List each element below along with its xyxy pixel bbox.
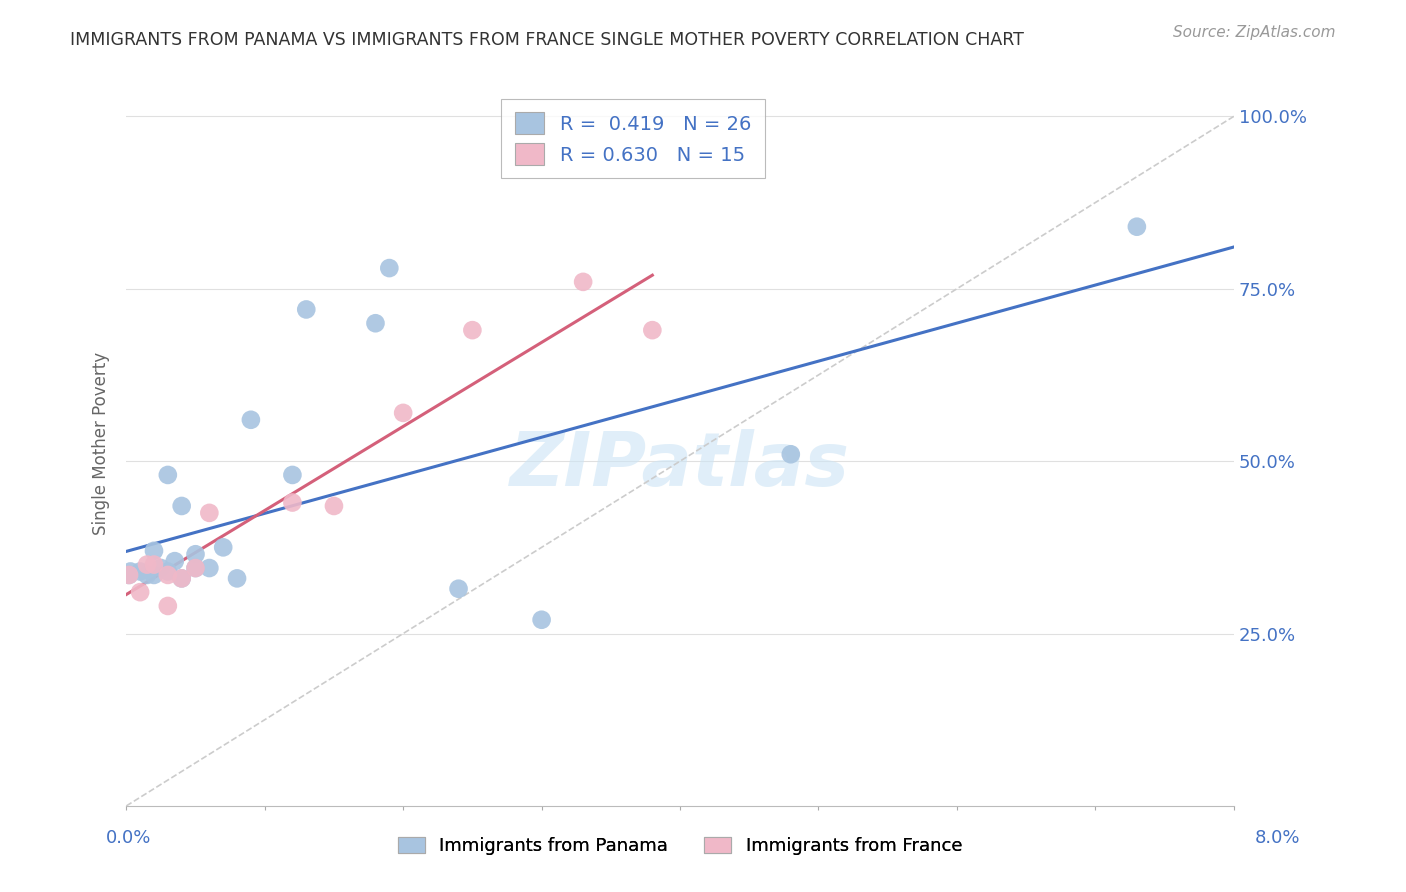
- Point: [136, 558, 159, 572]
- Point: [184, 561, 207, 575]
- Point: [170, 571, 193, 585]
- Point: [530, 613, 553, 627]
- Point: [641, 323, 664, 337]
- Point: [156, 565, 179, 579]
- Point: [184, 561, 207, 575]
- Point: [129, 565, 152, 579]
- Point: [378, 261, 401, 276]
- Point: [239, 413, 262, 427]
- Point: [779, 447, 801, 461]
- Point: [323, 499, 346, 513]
- Point: [212, 541, 235, 555]
- Text: IMMIGRANTS FROM PANAMA VS IMMIGRANTS FROM FRANCE SINGLE MOTHER POVERTY CORRELATI: IMMIGRANTS FROM PANAMA VS IMMIGRANTS FRO…: [70, 31, 1024, 49]
- Y-axis label: Single Mother Poverty: Single Mother Poverty: [93, 352, 110, 535]
- Point: [392, 406, 415, 420]
- Point: [156, 599, 179, 613]
- Point: [136, 568, 159, 582]
- Point: [184, 547, 207, 561]
- Point: [170, 499, 193, 513]
- Point: [156, 568, 179, 582]
- Point: [364, 316, 387, 330]
- Point: [1126, 219, 1149, 234]
- Point: [143, 558, 166, 572]
- Point: [461, 323, 484, 337]
- Point: [295, 302, 318, 317]
- Text: 0.0%: 0.0%: [105, 829, 150, 847]
- Point: [129, 585, 152, 599]
- Text: Source: ZipAtlas.com: Source: ZipAtlas.com: [1173, 25, 1336, 40]
- Point: [118, 568, 141, 582]
- Legend: Immigrants from Panama, Immigrants from France: Immigrants from Panama, Immigrants from …: [391, 830, 970, 862]
- Point: [170, 571, 193, 585]
- Point: [572, 275, 595, 289]
- Point: [149, 561, 172, 575]
- Point: [447, 582, 470, 596]
- Point: [143, 568, 166, 582]
- Point: [281, 467, 304, 482]
- Point: [281, 495, 304, 509]
- Point: [120, 565, 142, 579]
- Point: [163, 554, 186, 568]
- Point: [156, 467, 179, 482]
- Point: [198, 561, 221, 575]
- Point: [143, 543, 166, 558]
- Point: [226, 571, 249, 585]
- Text: ZIPatlas: ZIPatlas: [510, 429, 851, 502]
- Point: [118, 568, 141, 582]
- Point: [198, 506, 221, 520]
- Text: 8.0%: 8.0%: [1256, 829, 1301, 847]
